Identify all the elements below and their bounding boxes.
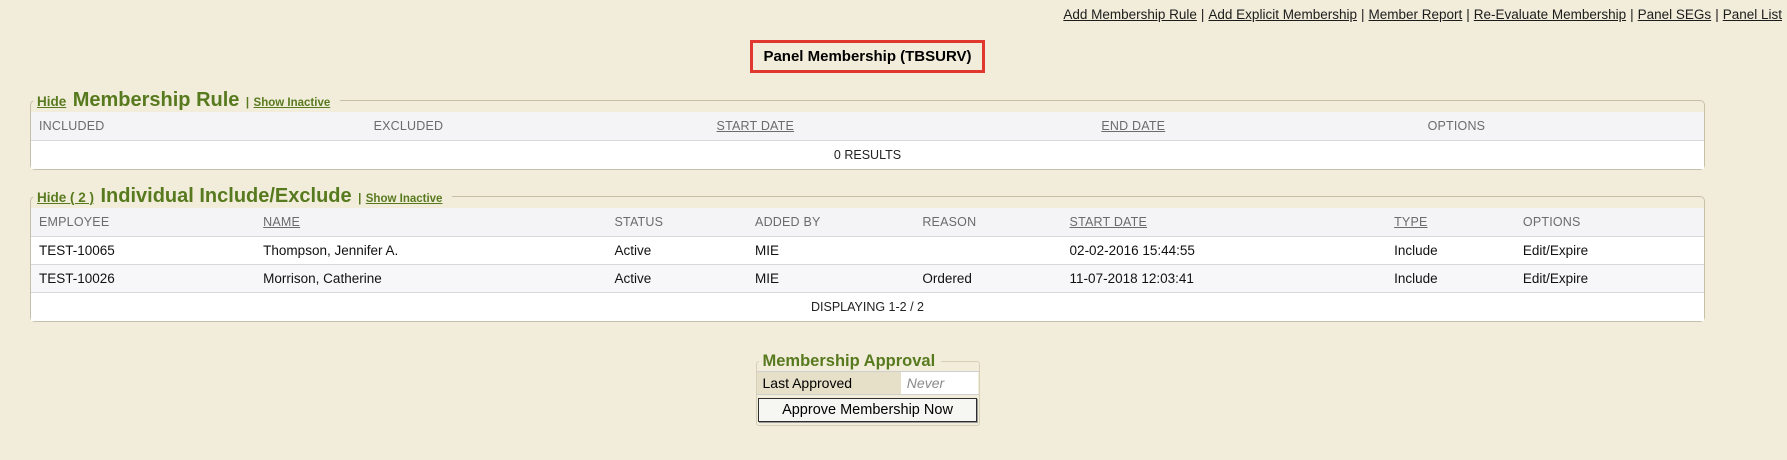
nav-link-panel-list[interactable]: Panel List <box>1722 7 1782 22</box>
column-header-employee: EMPLOYEE <box>31 208 256 237</box>
membership-approval-section: Membership Approval Last Approved Never … <box>755 352 980 426</box>
column-header-name: NAME <box>255 208 607 237</box>
membership-rule-show-inactive-link[interactable]: Show Inactive <box>253 97 331 109</box>
nav-separator: | <box>1466 7 1470 22</box>
nav-separator: | <box>1630 7 1634 22</box>
legend-pipe: | <box>358 193 362 205</box>
individual-header-row: EMPLOYEE NAME STATUS ADDED BY REASON STA… <box>31 208 1704 237</box>
cell-added-by: MIE <box>747 264 915 293</box>
column-header-end-date: END DATE <box>1093 112 1420 141</box>
top-nav: Add Membership Rule | Add Explicit Members… <box>1063 7 1782 22</box>
content-area: Panel Membership (TBSURV) Hide Membershi… <box>30 0 1705 426</box>
column-header-reason: REASON <box>914 208 1062 237</box>
table-row: TEST-10065 Thompson, Jennifer A. Active … <box>31 236 1704 265</box>
sort-type-link[interactable]: TYPE <box>1394 215 1428 229</box>
membership-rule-header-row: INCLUDED EXCLUDED START DATE END DATE OP… <box>31 112 1704 141</box>
nav-link-add-membership-rule[interactable]: Add Membership Rule <box>1063 7 1197 22</box>
cell-employee: TEST-10065 <box>31 236 256 265</box>
column-header-excluded: EXCLUDED <box>365 112 709 141</box>
membership-rule-heading: Membership Rule <box>72 89 240 111</box>
pagination-row: DISPLAYING 1-2 / 2 <box>31 292 1704 321</box>
column-header-start-date: START DATE <box>1061 208 1387 237</box>
last-approved-value: Never <box>900 372 979 394</box>
column-header-included: INCLUDED <box>31 112 366 141</box>
cell-reason: Ordered <box>914 264 1062 293</box>
cell-options-edit-expire[interactable]: Edit/Expire <box>1514 264 1704 293</box>
sort-start-date-link[interactable]: START DATE <box>1069 215 1148 229</box>
nav-separator: | <box>1360 7 1365 22</box>
page-title: Panel Membership (TBSURV) <box>750 40 985 73</box>
cell-name: Thompson, Jennifer A. <box>255 236 607 265</box>
cell-reason <box>914 236 1062 265</box>
cell-employee: TEST-10026 <box>31 264 256 293</box>
sort-name-link[interactable]: NAME <box>263 215 301 229</box>
results-count-text: 0 RESULTS <box>31 140 1704 169</box>
hide-individual-include-exclude-link[interactable]: Hide ( 2 ) <box>37 190 95 205</box>
last-approved-label: Last Approved <box>756 372 901 394</box>
nav-link-add-explicit-membership[interactable]: Add Explicit Membership <box>1208 7 1357 22</box>
individual-include-exclude-table: EMPLOYEE NAME STATUS ADDED BY REASON STA… <box>31 208 1704 321</box>
legend-pipe: | <box>245 97 250 109</box>
membership-rule-table: INCLUDED EXCLUDED START DATE END DATE OP… <box>31 112 1704 169</box>
nav-separator: | <box>1200 7 1205 22</box>
cell-name: Morrison, Catherine <box>255 264 607 293</box>
column-header-options: OPTIONS <box>1419 112 1704 141</box>
membership-approval-heading: Membership Approval <box>762 352 936 370</box>
title-row: Panel Membership (TBSURV) <box>30 40 1705 74</box>
column-header-type: TYPE <box>1386 208 1515 237</box>
last-approved-row: Last Approved Never <box>756 371 979 395</box>
nav-separator: | <box>1715 7 1719 22</box>
cell-options-edit-expire[interactable]: Edit/Expire <box>1514 236 1704 265</box>
column-header-added-by: ADDED BY <box>747 208 915 237</box>
hide-membership-rule-link[interactable]: Hide <box>37 94 67 109</box>
column-header-status: STATUS <box>606 208 748 237</box>
cell-start-date: 11-07-2018 12:03:41 <box>1061 264 1387 293</box>
cell-start-date: 02-02-2016 15:44:55 <box>1061 236 1387 265</box>
table-row: TEST-10026 Morrison, Catherine Active MI… <box>31 264 1704 293</box>
approve-membership-now-button[interactable]: Approve Membership Now <box>757 398 978 422</box>
individual-include-exclude-legend: Hide ( 2 ) Individual Include/Exclude | … <box>33 185 452 208</box>
column-header-start-date: START DATE <box>708 112 1094 141</box>
displaying-count-text: DISPLAYING 1-2 / 2 <box>31 292 1704 321</box>
individual-include-exclude-heading: Individual Include/Exclude <box>100 185 352 207</box>
cell-status: Active <box>606 236 748 265</box>
membership-rule-section: Hide Membership Rule | Show Inactive INC… <box>30 89 1705 170</box>
cell-type: Include <box>1386 264 1515 293</box>
nav-link-panel-segs[interactable]: Panel SEGs <box>1637 7 1712 22</box>
cell-added-by: MIE <box>747 236 915 265</box>
cell-type: Include <box>1386 236 1515 265</box>
cell-status: Active <box>606 264 748 293</box>
membership-rule-empty-row: 0 RESULTS <box>31 140 1704 169</box>
membership-rule-legend: Hide Membership Rule | Show Inactive <box>33 89 340 112</box>
nav-link-member-report[interactable]: Member Report <box>1368 7 1463 22</box>
column-header-options: OPTIONS <box>1514 208 1704 237</box>
individual-include-exclude-show-inactive-link[interactable]: Show Inactive <box>365 193 443 205</box>
individual-include-exclude-section: Hide ( 2 ) Individual Include/Exclude | … <box>30 185 1705 322</box>
sort-start-date-link[interactable]: START DATE <box>716 119 795 133</box>
nav-link-re-evaluate-membership[interactable]: Re-Evaluate Membership <box>1473 7 1627 22</box>
sort-end-date-link[interactable]: END DATE <box>1101 119 1166 133</box>
